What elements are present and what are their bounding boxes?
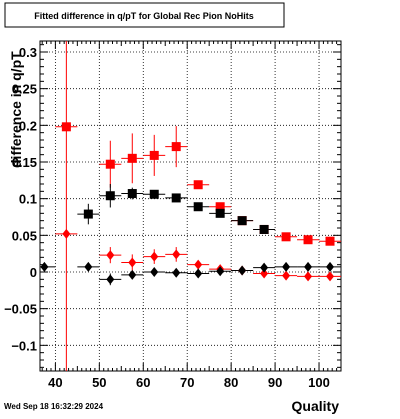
square-marker bbox=[171, 193, 181, 203]
diamond-marker bbox=[216, 266, 225, 277]
diamond-marker bbox=[62, 228, 71, 239]
square-marker bbox=[237, 216, 247, 226]
square-marker bbox=[105, 191, 115, 201]
title-box-border bbox=[4, 2, 285, 28]
timestamp-label: Wed Sep 18 16:32:29 2024 bbox=[4, 402, 104, 411]
square-marker bbox=[127, 153, 137, 163]
y-tick-label: 0.2 bbox=[19, 118, 37, 133]
square-marker bbox=[215, 208, 225, 218]
diamond-marker bbox=[260, 262, 269, 273]
x-tick-label: 40 bbox=[48, 375, 62, 390]
diamond-marker bbox=[282, 270, 291, 281]
diamond-marker bbox=[106, 250, 115, 261]
square-marker bbox=[171, 142, 181, 152]
square-marker bbox=[259, 224, 269, 234]
diamond-marker bbox=[304, 271, 313, 282]
square-marker bbox=[127, 189, 137, 199]
x-tick-labels: 40 50 60 70 80 90 100 bbox=[48, 375, 330, 390]
y-tick-labels: −0.1 −0.05 0 0.05 0.1 0.15 0.2 0.25 0.3 bbox=[4, 45, 37, 353]
diamond-marker bbox=[172, 249, 181, 260]
square-marker bbox=[193, 180, 203, 190]
y-tick-label: −0.05 bbox=[4, 302, 37, 317]
x-tick-label: 70 bbox=[180, 375, 194, 390]
diamond-marker bbox=[128, 257, 137, 268]
x-tick-label: 50 bbox=[92, 375, 106, 390]
diamond-marker bbox=[238, 265, 247, 276]
diamond-marker bbox=[128, 269, 137, 280]
x-tick-label: 80 bbox=[224, 375, 238, 390]
y-tick-label: 0.25 bbox=[12, 82, 37, 97]
diamond-marker bbox=[260, 268, 269, 279]
x-axis-label: Quality bbox=[292, 398, 340, 414]
diamond-marker bbox=[326, 271, 335, 282]
square-marker bbox=[83, 209, 93, 219]
x-tick-label: 90 bbox=[268, 375, 282, 390]
grid-lines bbox=[40, 41, 341, 371]
diamond-marker bbox=[194, 259, 203, 270]
diamond-marker bbox=[304, 261, 313, 272]
data-markers bbox=[40, 122, 335, 285]
square-marker bbox=[281, 232, 291, 242]
y-axis-label: difference in q/pT bbox=[8, 51, 24, 168]
diamond-marker bbox=[84, 261, 93, 272]
diamond-marker bbox=[326, 261, 335, 272]
diamond-marker bbox=[150, 251, 159, 262]
square-marker bbox=[105, 159, 115, 169]
square-marker bbox=[193, 202, 203, 212]
x-tick-label: 100 bbox=[308, 375, 330, 390]
square-marker bbox=[149, 150, 159, 160]
y-tick-label: 0.1 bbox=[19, 192, 37, 207]
y-tick-label: 0.05 bbox=[12, 228, 37, 243]
y-tick-label: 0.3 bbox=[19, 45, 37, 60]
y-tick-label: 0 bbox=[30, 265, 37, 280]
diamond-marker bbox=[150, 267, 159, 277]
square-marker bbox=[149, 189, 159, 199]
diamond-marker bbox=[40, 261, 49, 272]
chart-title: Fitted difference in q/pT for Global Rec… bbox=[34, 11, 254, 21]
y-tick-label: 0.15 bbox=[12, 155, 37, 170]
diamond-marker bbox=[282, 261, 291, 272]
square-marker bbox=[215, 202, 225, 212]
y-tick-label: −0.1 bbox=[11, 338, 37, 353]
axis-ticks bbox=[40, 41, 342, 371]
square-marker bbox=[325, 236, 335, 246]
x-tick-label: 60 bbox=[136, 375, 150, 390]
square-marker bbox=[303, 235, 313, 245]
diamond-marker bbox=[172, 267, 181, 278]
title-box: Fitted difference in q/pT for Global Rec… bbox=[4, 2, 285, 28]
diamond-marker bbox=[106, 274, 115, 285]
square-marker bbox=[61, 122, 71, 132]
diamond-marker bbox=[194, 268, 203, 279]
